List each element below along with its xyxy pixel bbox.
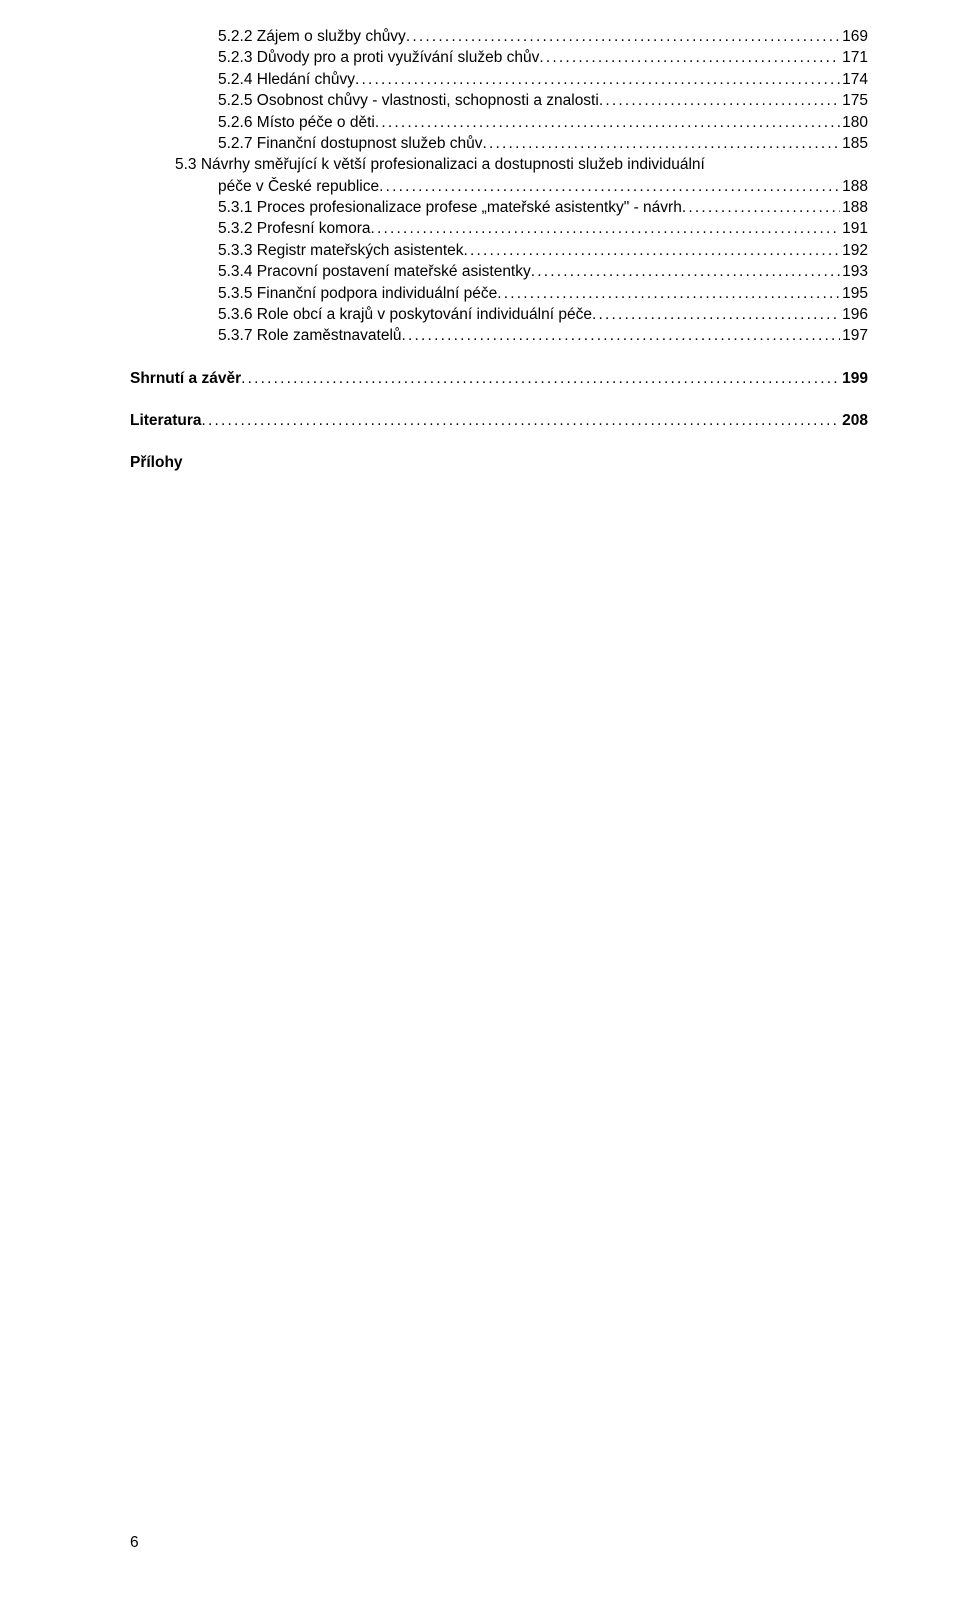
dot-leader <box>375 112 840 133</box>
dot-leader <box>379 176 840 197</box>
dot-leader <box>497 283 840 304</box>
toc-entry: 5.3.5 Finanční podpora individuální péče… <box>130 283 868 304</box>
toc-entry: Shrnutí a závěr 199 <box>130 368 868 389</box>
toc-entry: 5.2.2 Zájem o služby chůvy 169 <box>130 26 868 47</box>
dot-leader <box>464 240 841 261</box>
dot-leader <box>483 133 841 154</box>
toc-entry: 5.3.4 Pracovní postavení mateřské asiste… <box>130 261 868 282</box>
toc-entry: Přílohy <box>130 452 868 473</box>
toc-label: 5.3 Návrhy směřující k větší profesional… <box>175 154 705 175</box>
toc-page-number: 193 <box>840 261 868 282</box>
toc-page-number: 175 <box>840 90 868 111</box>
toc-page-number: 171 <box>840 47 868 68</box>
toc-entry: 5.2.4 Hledání chůvy 174 <box>130 69 868 90</box>
dot-leader <box>599 90 840 111</box>
dot-leader <box>371 218 841 239</box>
dot-leader <box>539 47 840 68</box>
table-of-contents: 5.2.2 Zájem o služby chůvy 169 5.2.3 Důvod… <box>130 26 868 474</box>
toc-label: 5.2.6 Místo péče o děti <box>218 112 375 133</box>
toc-entry: 5.3.3 Registr mateřských asistentek 192 <box>130 240 868 261</box>
page: 5.2.2 Zájem o služby chůvy 169 5.2.3 Důvod… <box>0 0 960 1606</box>
toc-label: 5.3.5 Finanční podpora individuální péče <box>218 283 497 304</box>
toc-entry: 5.2.6 Místo péče o děti 180 <box>130 112 868 133</box>
toc-label: 5.2.2 Zájem o služby chůvy <box>218 26 406 47</box>
page-number: 6 <box>130 1534 139 1552</box>
toc-page-number: 169 <box>840 26 868 47</box>
toc-entry: Literatura 208 <box>130 410 868 431</box>
toc-entry: 5.3.7 Role zaměstnavatelů 197 <box>130 325 868 346</box>
dot-leader <box>682 197 840 218</box>
toc-label: 5.3.6 Role obcí a krajů v poskytování in… <box>218 304 592 325</box>
toc-label: 5.3.3 Registr mateřských asistentek <box>218 240 464 261</box>
toc-label: 5.3.4 Pracovní postavení mateřské asiste… <box>218 261 531 282</box>
toc-label: 5.2.7 Finanční dostupnost služeb chův <box>218 133 483 154</box>
dot-leader <box>355 69 840 90</box>
toc-page-number: 188 <box>840 176 868 197</box>
toc-entry: 5.3 Návrhy směřující k větší profesional… <box>130 154 868 175</box>
toc-entry: 5.2.7 Finanční dostupnost služeb chův 185 <box>130 133 868 154</box>
toc-page-number: 197 <box>840 325 868 346</box>
toc-page-number: 208 <box>840 410 868 431</box>
dot-leader <box>241 368 840 389</box>
toc-entry: 5.2.5 Osobnost chůvy - vlastnosti, schop… <box>130 90 868 111</box>
toc-page-number: 191 <box>840 218 868 239</box>
toc-page-number: 174 <box>840 69 868 90</box>
toc-entry: 5.3.6 Role obcí a krajů v poskytování in… <box>130 304 868 325</box>
toc-page-number: 199 <box>840 368 868 389</box>
dot-leader <box>406 26 840 47</box>
toc-label: 5.2.3 Důvody pro a proti využívání služe… <box>218 47 539 68</box>
toc-page-number: 180 <box>840 112 868 133</box>
toc-entry: 5.2.3 Důvody pro a proti využívání služe… <box>130 47 868 68</box>
toc-label: 5.2.5 Osobnost chůvy - vlastnosti, schop… <box>218 90 599 111</box>
dot-leader <box>202 410 841 431</box>
toc-label: Shrnutí a závěr <box>130 368 241 389</box>
toc-label: 5.3.1 Proces profesionalizace profese „m… <box>218 197 682 218</box>
toc-entry: 5.3.2 Profesní komora 191 <box>130 218 868 239</box>
toc-page-number: 185 <box>840 133 868 154</box>
dot-leader <box>402 325 841 346</box>
toc-label: 5.2.4 Hledání chůvy <box>218 69 355 90</box>
dot-leader <box>531 261 840 282</box>
toc-label: 5.3.7 Role zaměstnavatelů <box>218 325 402 346</box>
toc-page-number: 192 <box>840 240 868 261</box>
dot-leader <box>592 304 840 325</box>
toc-label: Přílohy <box>130 452 183 473</box>
toc-label: péče v České republice <box>218 176 379 197</box>
toc-label: 5.3.2 Profesní komora <box>218 218 371 239</box>
toc-page-number: 195 <box>840 283 868 304</box>
toc-entry: 5.3.1 Proces profesionalizace profese „m… <box>130 197 868 218</box>
toc-page-number: 188 <box>840 197 868 218</box>
toc-label: Literatura <box>130 410 202 431</box>
toc-page-number: 196 <box>840 304 868 325</box>
toc-entry: péče v České republice 188 <box>130 176 868 197</box>
